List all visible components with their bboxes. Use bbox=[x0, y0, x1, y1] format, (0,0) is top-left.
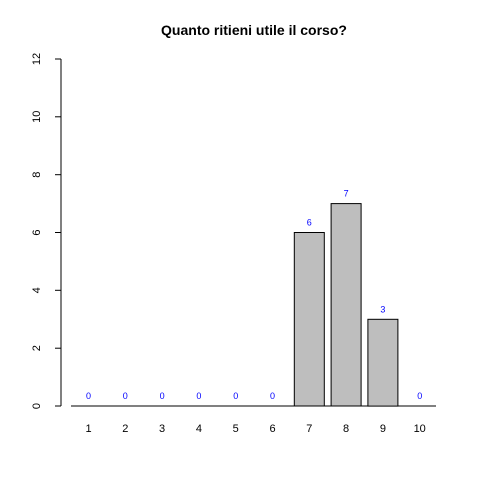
data-label-6: 0 bbox=[270, 391, 275, 401]
x-tick-label-7: 7 bbox=[306, 423, 312, 435]
x-tick-label-6: 6 bbox=[269, 423, 275, 435]
x-tick-label-1: 1 bbox=[85, 423, 91, 435]
x-tick-label-4: 4 bbox=[196, 423, 202, 435]
y-tick-label-10: 10 bbox=[31, 111, 43, 123]
x-tick-label-2: 2 bbox=[122, 423, 128, 435]
y-tick-label-0: 0 bbox=[31, 403, 43, 409]
bars-group bbox=[293, 203, 399, 407]
y-tick-label-8: 8 bbox=[31, 172, 43, 178]
x-tick-label-5: 5 bbox=[233, 423, 239, 435]
data-label-9: 3 bbox=[380, 304, 385, 314]
data-label-1: 0 bbox=[86, 391, 91, 401]
chart-title: Quanto ritieni utile il corso? bbox=[161, 22, 347, 38]
bar-8 bbox=[330, 203, 362, 407]
data-label-7: 6 bbox=[307, 218, 312, 228]
y-tick-label-6: 6 bbox=[31, 229, 43, 235]
bar-7 bbox=[293, 232, 325, 407]
bar-9 bbox=[367, 318, 399, 407]
x-tick-label-8: 8 bbox=[343, 423, 349, 435]
x-tick-label-10: 10 bbox=[414, 423, 426, 435]
x-tick-label-9: 9 bbox=[380, 423, 386, 435]
y-tick-label-2: 2 bbox=[31, 345, 43, 351]
data-label-5: 0 bbox=[233, 391, 238, 401]
data-label-10: 0 bbox=[417, 391, 422, 401]
x-ticks-group: 1 2 3 4 5 6 7 8 9 10 bbox=[85, 423, 425, 435]
data-labels-group: 0 0 0 0 0 0 6 7 3 0 bbox=[86, 189, 422, 401]
data-label-4: 0 bbox=[196, 391, 201, 401]
data-label-8: 7 bbox=[344, 189, 349, 199]
x-tick-label-3: 3 bbox=[159, 423, 165, 435]
data-label-3: 0 bbox=[160, 391, 165, 401]
y-ticks-group: 0 2 4 6 8 10 12 bbox=[31, 53, 61, 409]
y-tick-label-12: 12 bbox=[31, 53, 43, 65]
data-label-2: 0 bbox=[123, 391, 128, 401]
y-tick-label-4: 4 bbox=[31, 287, 43, 293]
